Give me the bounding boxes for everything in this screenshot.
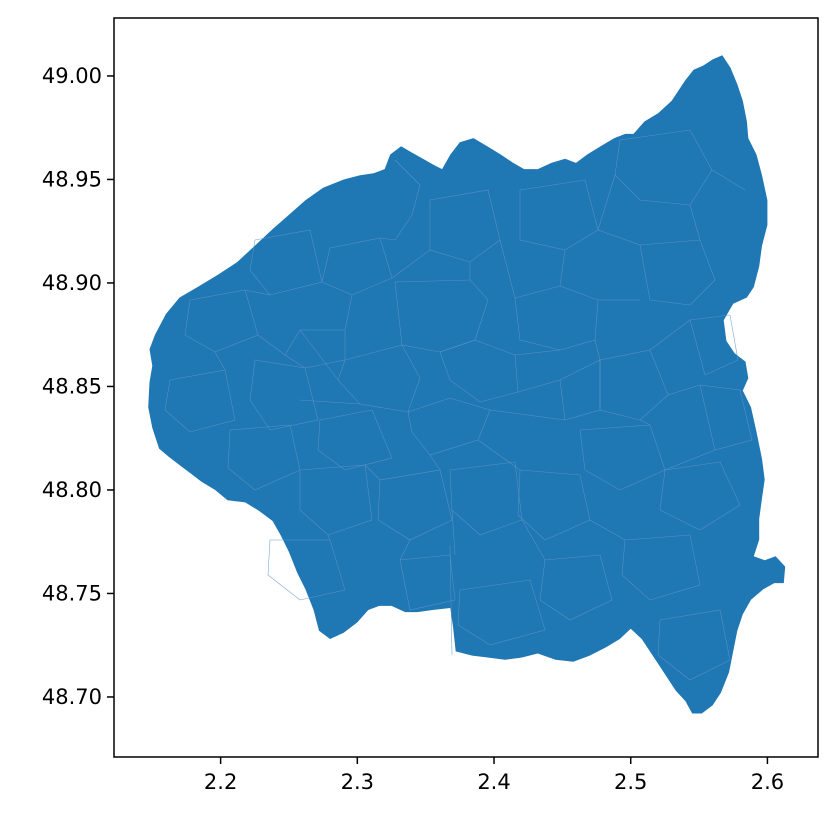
x-tick-label: 2.4 [477, 770, 510, 794]
boundary-line [399, 554, 456, 611]
y-axis: 48.70 48.75 48.80 48.85 48.90 48.95 49.00 [42, 64, 114, 709]
boundary-line [429, 189, 501, 263]
boundary-line [457, 579, 546, 646]
boundary-line [321, 237, 393, 296]
boundary-line [639, 239, 716, 306]
y-tick-label: 49.00 [42, 64, 102, 88]
y-tick-label: 48.85 [42, 374, 102, 398]
x-tick-label: 2.3 [341, 770, 374, 794]
y-tick-label: 48.90 [42, 271, 102, 295]
x-tick-label: 2.2 [204, 770, 237, 794]
boundary-line [621, 534, 701, 601]
y-tick-label: 48.80 [42, 478, 102, 502]
boundary-line [379, 159, 421, 241]
boundary-line [377, 469, 453, 541]
boundary-line [249, 359, 319, 431]
boundary-line [689, 314, 739, 376]
boundary-line [299, 329, 566, 481]
y-tick-label: 48.70 [42, 685, 102, 709]
y-tick-label: 48.75 [42, 581, 102, 605]
x-axis: 2.2 2.3 2.4 2.5 2.6 [204, 757, 784, 794]
boundary-line [164, 369, 236, 433]
boundary-line [539, 554, 613, 621]
boundary-line [184, 289, 259, 353]
boundary-line [227, 424, 301, 491]
boundary-line [327, 299, 716, 561]
boundary-line [519, 179, 599, 251]
boundary-line [657, 609, 731, 681]
boundary-line [299, 464, 373, 536]
boundary-line [659, 461, 741, 531]
boundary-line [559, 359, 601, 421]
boundary-line [449, 544, 453, 656]
map-polygon [148, 55, 786, 714]
x-tick-label: 2.6 [751, 770, 784, 794]
commune-boundaries [164, 129, 753, 681]
boundary-line [449, 461, 523, 536]
boundary-line [284, 329, 346, 369]
boundary-line [517, 469, 591, 541]
boundary-line [267, 539, 346, 601]
boundary-line [214, 169, 746, 371]
boundary-line [579, 424, 666, 491]
map-region [148, 55, 786, 714]
y-tick-label: 48.95 [42, 167, 102, 191]
boundary-line [249, 229, 323, 296]
boundary-line [699, 384, 753, 451]
boundary-line [317, 409, 393, 471]
axes-frame [113, 17, 819, 758]
x-tick-label: 2.5 [614, 770, 647, 794]
